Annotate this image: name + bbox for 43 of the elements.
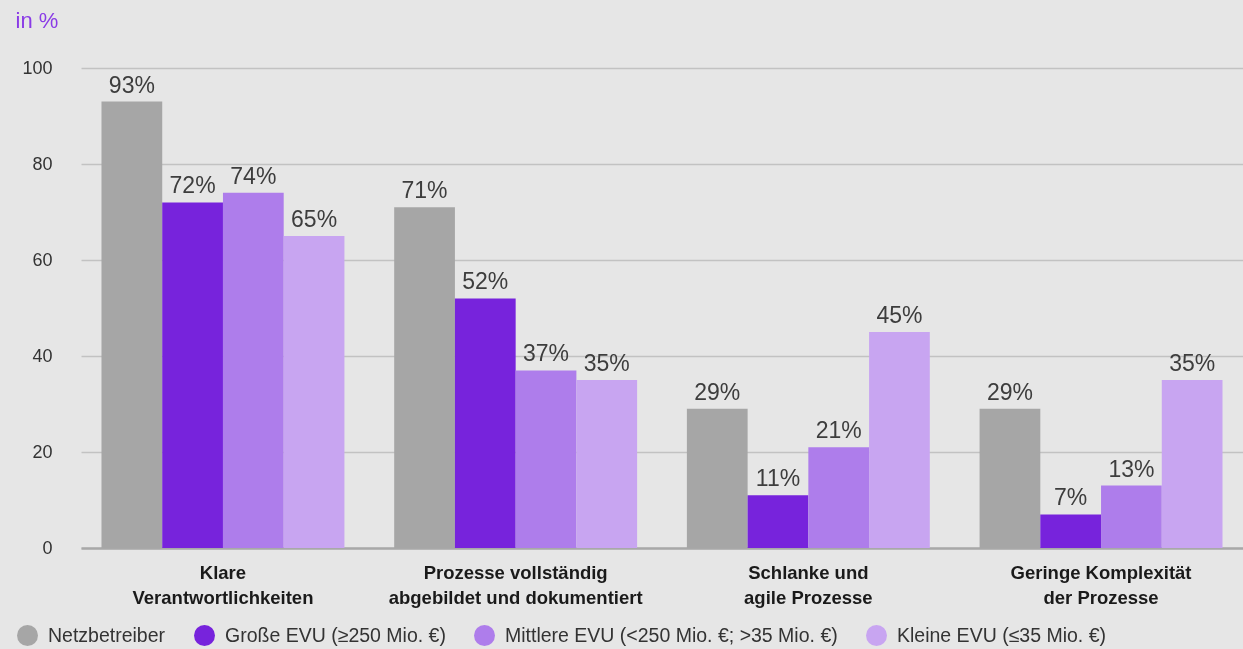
bar (747, 495, 809, 548)
x-tick-label: Klare Verantwortlichkeiten (132, 561, 314, 608)
data-label: 45% (876, 302, 923, 328)
data-label: 52% (462, 268, 509, 295)
data-label: 74% (230, 162, 277, 189)
data-label: 35% (1169, 350, 1216, 376)
legend-label: Mittlere EVU (<250 Mio. €; >35 Mio. €) (505, 623, 838, 646)
y-tick-label: 100 (22, 57, 53, 78)
data-label: 65% (291, 206, 338, 232)
bar (1161, 380, 1223, 548)
bar (808, 447, 870, 548)
bar (454, 298, 516, 548)
data-label: 71% (401, 177, 448, 204)
bar (1040, 514, 1102, 548)
data-label: 11% (755, 465, 801, 492)
legend-label: Netzbetreiber (48, 623, 166, 646)
bar (515, 370, 577, 548)
y-tick-label: 0 (42, 537, 53, 558)
data-label: 7% (1054, 484, 1088, 511)
y-tick-label: 40 (32, 345, 53, 366)
x-tick-label: Prozesse vollständig abgebildet und dokumentiert (388, 561, 643, 608)
bar (1101, 485, 1162, 548)
data-label: 21% (815, 417, 862, 444)
data-label: 13% (1108, 455, 1155, 482)
legend-label: Kleine EVU (≤35 Mio. €) (897, 623, 1107, 646)
y-axis-title: in % (15, 7, 59, 33)
data-label: 37% (523, 340, 570, 367)
data-label: 35% (583, 350, 630, 376)
bar (162, 202, 223, 548)
y-tick-label: 80 (32, 153, 53, 174)
bar (869, 332, 930, 548)
x-tick-label: Schlanke und agile Prozesse (744, 561, 873, 608)
bar (283, 236, 345, 548)
data-label: 29% (694, 378, 741, 405)
y-tick-label: 60 (32, 249, 53, 270)
bar (576, 380, 638, 548)
y-tick-label: 20 (32, 441, 53, 462)
x-tick-label: Geringe Komplexität der Prozesse (1010, 561, 1192, 608)
data-label: 72% (169, 172, 216, 199)
data-label: 29% (986, 378, 1033, 405)
data-label: 93% (108, 71, 155, 98)
bar (222, 192, 284, 548)
legend-label: Große EVU (≥250 Mio. €) (225, 623, 446, 646)
